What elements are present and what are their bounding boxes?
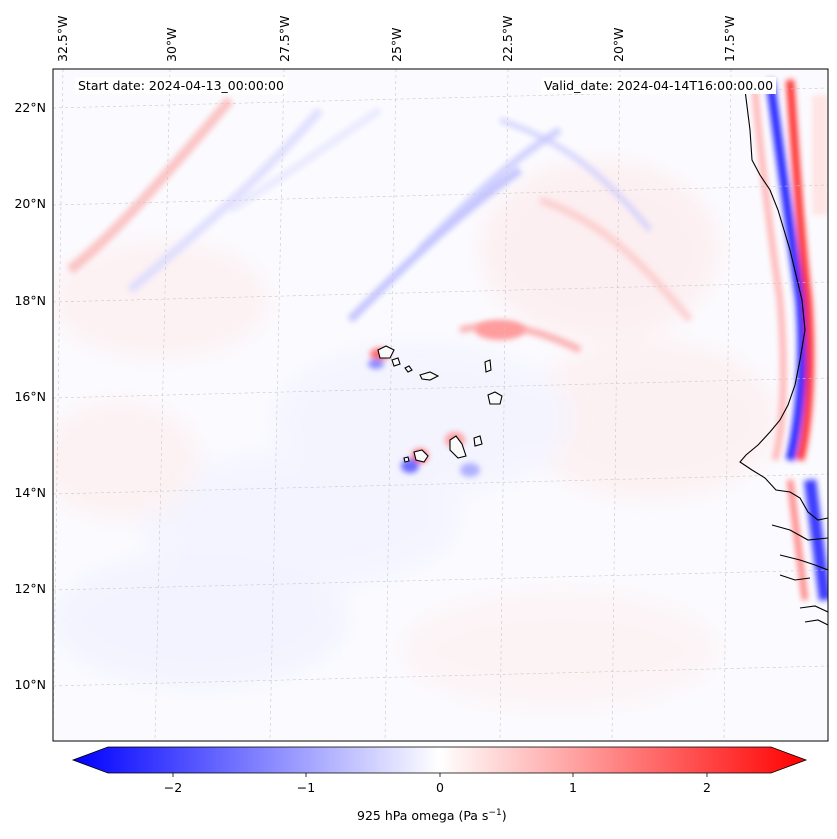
lon-label: 22.5°W [500, 16, 515, 62]
valid-date-label: Valid_date: 2024-04-14T16:00:00.00 [541, 77, 777, 94]
lat-label: 12°N [14, 581, 46, 596]
lat-label: 22°N [14, 100, 46, 115]
colorbar: −2 −1 0 1 2 [71, 746, 808, 795]
lat-label: 14°N [14, 485, 46, 500]
lon-label: 32.5°W [55, 16, 70, 62]
colorbar-tick: 1 [569, 780, 577, 795]
colorbar-label-unit: −1 [488, 808, 502, 818]
lat-label: 16°N [14, 389, 46, 404]
omega-field [53, 69, 828, 741]
lon-label: 25°W [389, 27, 404, 62]
latitude-labels: 22°N 20°N 18°N 16°N 14°N 12°N 10°N [14, 100, 46, 692]
colorbar-label-close: ) [501, 808, 507, 824]
start-date-label: Start date: 2024-04-13_00:00:00 [75, 77, 287, 94]
lat-label: 20°N [14, 196, 46, 211]
lat-label: 18°N [14, 293, 46, 308]
lon-label: 30°W [164, 27, 179, 62]
lon-label: 17.5°W [722, 16, 737, 62]
colorbar-tick: −1 [297, 780, 315, 795]
colorbar-tick: −2 [164, 780, 182, 795]
lon-label: 27.5°W [277, 16, 292, 62]
map-frame [52, 68, 829, 742]
longitude-labels: 32.5°W 30°W 27.5°W 25°W 22.5°W 20°W 17.5… [55, 16, 737, 62]
lat-label: 10°N [14, 677, 46, 692]
colorbar-label-text: 925 hPa omega (Pa s [357, 808, 489, 824]
colorbar-tick: 2 [703, 780, 711, 795]
lon-label: 20°W [611, 27, 626, 62]
islands [377, 345, 503, 463]
coastline [739, 89, 828, 626]
colorbar-label: 925 hPa omega (Pa s−1) [357, 808, 507, 823]
colorbar-tick: 0 [436, 780, 444, 795]
